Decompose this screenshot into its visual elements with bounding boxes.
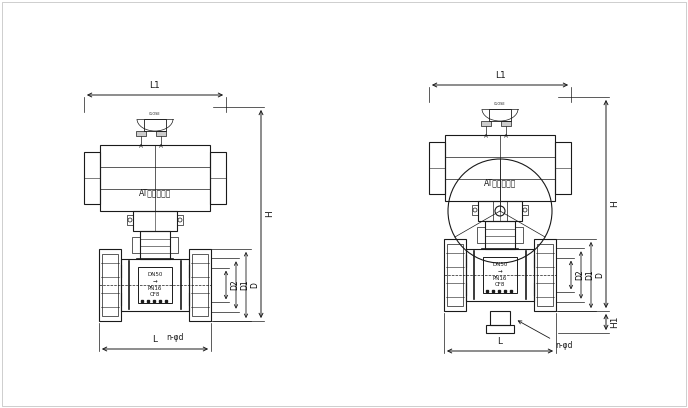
Bar bbox=[121, 259, 189, 311]
Bar bbox=[445, 135, 555, 201]
Text: PN16: PN16 bbox=[493, 275, 507, 281]
Bar bbox=[99, 249, 121, 321]
Bar bbox=[490, 311, 510, 325]
Bar bbox=[144, 119, 166, 131]
Text: D: D bbox=[250, 282, 259, 288]
Bar bbox=[429, 142, 445, 194]
Text: AT气动执行器: AT气动执行器 bbox=[139, 188, 171, 197]
Bar bbox=[466, 249, 534, 301]
Bar bbox=[485, 221, 515, 249]
Text: AT气动执行器: AT气动执行器 bbox=[484, 178, 516, 187]
Bar bbox=[210, 152, 226, 204]
Bar bbox=[489, 109, 511, 121]
Text: CLOSE: CLOSE bbox=[494, 102, 506, 106]
Text: H: H bbox=[610, 201, 619, 207]
Text: D1: D1 bbox=[585, 270, 594, 280]
Text: CF8: CF8 bbox=[495, 282, 505, 288]
Bar bbox=[483, 257, 517, 293]
Text: L: L bbox=[497, 337, 502, 346]
Text: L1: L1 bbox=[149, 81, 160, 90]
Bar bbox=[493, 201, 507, 221]
Bar bbox=[136, 131, 146, 136]
Bar bbox=[189, 249, 211, 321]
Text: PN16: PN16 bbox=[148, 286, 162, 290]
Text: →: → bbox=[153, 279, 158, 284]
Bar bbox=[170, 237, 178, 253]
Text: D2: D2 bbox=[575, 270, 584, 280]
Bar bbox=[140, 231, 170, 259]
Bar bbox=[127, 215, 133, 225]
Text: →: → bbox=[497, 268, 502, 273]
Text: H1: H1 bbox=[610, 316, 619, 328]
Bar bbox=[537, 244, 553, 306]
Text: DN50: DN50 bbox=[147, 271, 162, 277]
Bar bbox=[477, 227, 485, 243]
Text: D2: D2 bbox=[230, 280, 239, 290]
Bar bbox=[481, 121, 491, 126]
Bar bbox=[84, 152, 100, 204]
Bar bbox=[133, 211, 177, 231]
Bar bbox=[102, 254, 118, 316]
Text: DN50: DN50 bbox=[493, 262, 508, 266]
Text: D1: D1 bbox=[240, 280, 249, 290]
Bar bbox=[486, 325, 514, 333]
Bar bbox=[132, 237, 140, 253]
Bar bbox=[177, 215, 183, 225]
Text: L: L bbox=[153, 335, 158, 344]
Text: CF8: CF8 bbox=[150, 293, 160, 297]
Text: n-φd: n-φd bbox=[166, 333, 184, 342]
Bar bbox=[501, 121, 511, 126]
Text: D: D bbox=[595, 272, 604, 278]
Bar bbox=[444, 239, 466, 311]
Bar bbox=[515, 227, 523, 243]
Bar bbox=[555, 142, 571, 194]
Bar bbox=[156, 131, 166, 136]
Bar bbox=[447, 244, 463, 306]
Text: L1: L1 bbox=[495, 71, 506, 80]
Bar bbox=[522, 205, 528, 215]
Text: H: H bbox=[265, 211, 274, 217]
Bar bbox=[478, 201, 522, 221]
Bar bbox=[100, 145, 210, 211]
Text: n-φd: n-φd bbox=[518, 321, 572, 350]
Bar bbox=[138, 267, 172, 303]
Bar bbox=[534, 239, 556, 311]
Bar bbox=[472, 205, 478, 215]
Bar bbox=[192, 254, 208, 316]
Text: CLOSE: CLOSE bbox=[149, 112, 161, 116]
